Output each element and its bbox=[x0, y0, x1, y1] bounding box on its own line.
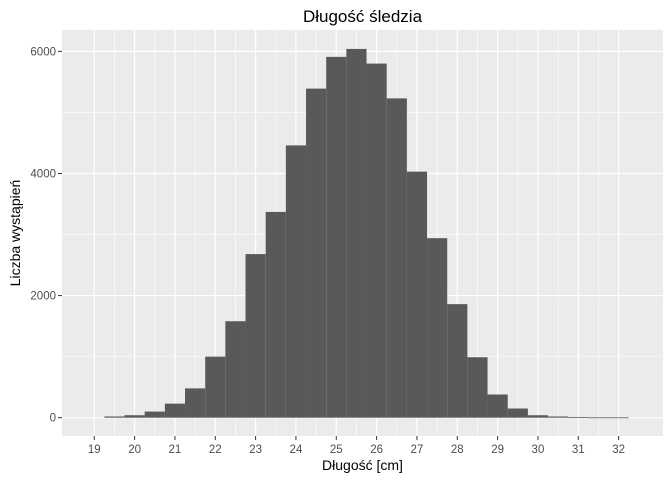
histogram-bar bbox=[326, 56, 347, 418]
x-tick-label: 29 bbox=[491, 444, 504, 456]
histogram-bar bbox=[447, 304, 468, 418]
histogram-bar bbox=[124, 415, 145, 418]
histogram-bar bbox=[185, 388, 206, 418]
histogram-bar bbox=[245, 254, 266, 418]
x-tick-label: 32 bbox=[612, 444, 625, 456]
x-tick-label: 24 bbox=[290, 444, 303, 456]
y-tick-label: 0 bbox=[50, 413, 56, 425]
y-tick-label: 6000 bbox=[30, 46, 56, 58]
x-tick-label: 26 bbox=[370, 444, 383, 456]
x-tick-label: 27 bbox=[411, 444, 424, 456]
x-tick-label: 21 bbox=[169, 444, 182, 456]
x-tick-label: 30 bbox=[532, 444, 545, 456]
histogram-bar bbox=[608, 417, 629, 419]
histogram-bar bbox=[225, 321, 246, 418]
histogram-bar bbox=[487, 394, 508, 418]
histogram-bar bbox=[366, 63, 387, 418]
chart-title: Długość śledzia bbox=[303, 7, 423, 26]
x-tick-label: 22 bbox=[209, 444, 222, 456]
histogram-bar bbox=[568, 417, 589, 418]
histogram-bar bbox=[406, 171, 428, 418]
x-tick-label: 20 bbox=[128, 444, 141, 456]
x-tick-label: 25 bbox=[330, 444, 343, 456]
x-axis: 19 20 21 22 23 24 25 26 27 28 29 30 31 32 bbox=[88, 436, 625, 456]
y-axis-label: Liczba wystąpień bbox=[7, 180, 23, 287]
histogram-bar bbox=[144, 411, 165, 418]
x-tick-label: 23 bbox=[249, 444, 262, 456]
histogram-bar bbox=[427, 238, 448, 418]
histogram-bar bbox=[386, 98, 407, 418]
histogram-bar bbox=[588, 417, 609, 419]
x-axis-label: Długość [cm] bbox=[322, 457, 403, 473]
histogram-bar bbox=[467, 357, 488, 418]
histogram-bar bbox=[164, 403, 186, 418]
y-tick-label: 4000 bbox=[30, 168, 56, 180]
histogram-bar bbox=[306, 88, 327, 418]
histogram-bar bbox=[346, 48, 367, 418]
y-axis: 0 2000 4000 6000 bbox=[30, 46, 62, 425]
x-tick-label: 28 bbox=[451, 444, 464, 456]
x-tick-label: 31 bbox=[572, 444, 585, 456]
y-tick-label: 2000 bbox=[30, 291, 56, 303]
histogram-bar bbox=[104, 416, 125, 418]
histogram-bar bbox=[548, 416, 569, 418]
histogram-bar bbox=[265, 211, 286, 418]
x-tick-label: 19 bbox=[88, 444, 101, 456]
histogram-bar bbox=[507, 408, 528, 418]
histogram-bar bbox=[527, 415, 549, 418]
histogram-bar bbox=[205, 356, 226, 418]
histogram-bar bbox=[285, 145, 307, 418]
histogram-bars bbox=[104, 48, 629, 419]
